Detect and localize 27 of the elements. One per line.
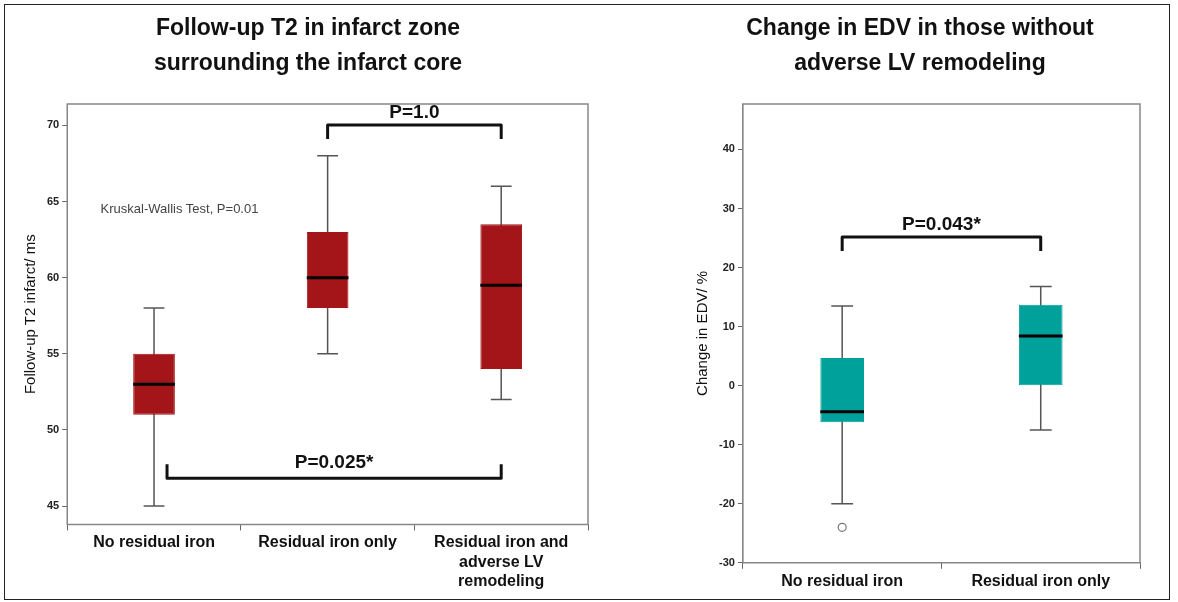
y-tick-label: -20: [718, 496, 735, 509]
annotation: P=1.0: [389, 100, 440, 122]
y-tick-label: 55: [46, 346, 60, 359]
y-tick-label: 45: [46, 499, 60, 512]
x-tick-label: Residual iron only: [971, 571, 1111, 589]
annotation: Kruskal-Wallis Test, P=0.01: [100, 200, 259, 216]
y-tick-label: 20: [722, 260, 735, 273]
y-tick-label: 70: [46, 118, 60, 131]
y-tick-label: 65: [46, 194, 60, 207]
x-tick-label: Residual iron and adverse LV remodeling: [434, 533, 569, 589]
y-tick-label: 10: [722, 319, 735, 332]
chart-title: Follow-up T2 in infarct zone surrounding the infarct core: [153, 13, 463, 77]
x-tick-label: No residual iron: [781, 571, 904, 589]
y-tick-label: 30: [722, 201, 735, 214]
chart-title: Change in EDV in those without adverse LV remodeling: [745, 13, 1095, 77]
y-tick-label: 0: [728, 378, 735, 391]
annotation: P=0.043*: [902, 212, 982, 234]
y-tick-label: 60: [46, 270, 60, 283]
y-tick-label: 40: [722, 142, 735, 155]
y-tick-label: -30: [718, 555, 735, 568]
x-tick-label: No residual iron: [93, 533, 215, 551]
x-tick-label: Residual iron only: [258, 533, 398, 551]
y-axis-title: Follow-up T2 infarct/ ms: [21, 234, 39, 395]
y-tick-label: 50: [46, 422, 60, 435]
annotation: P=0.025*: [294, 450, 375, 472]
y-axis-title: Change in EDV/ %: [693, 270, 711, 396]
y-tick-label: -10: [718, 437, 735, 450]
